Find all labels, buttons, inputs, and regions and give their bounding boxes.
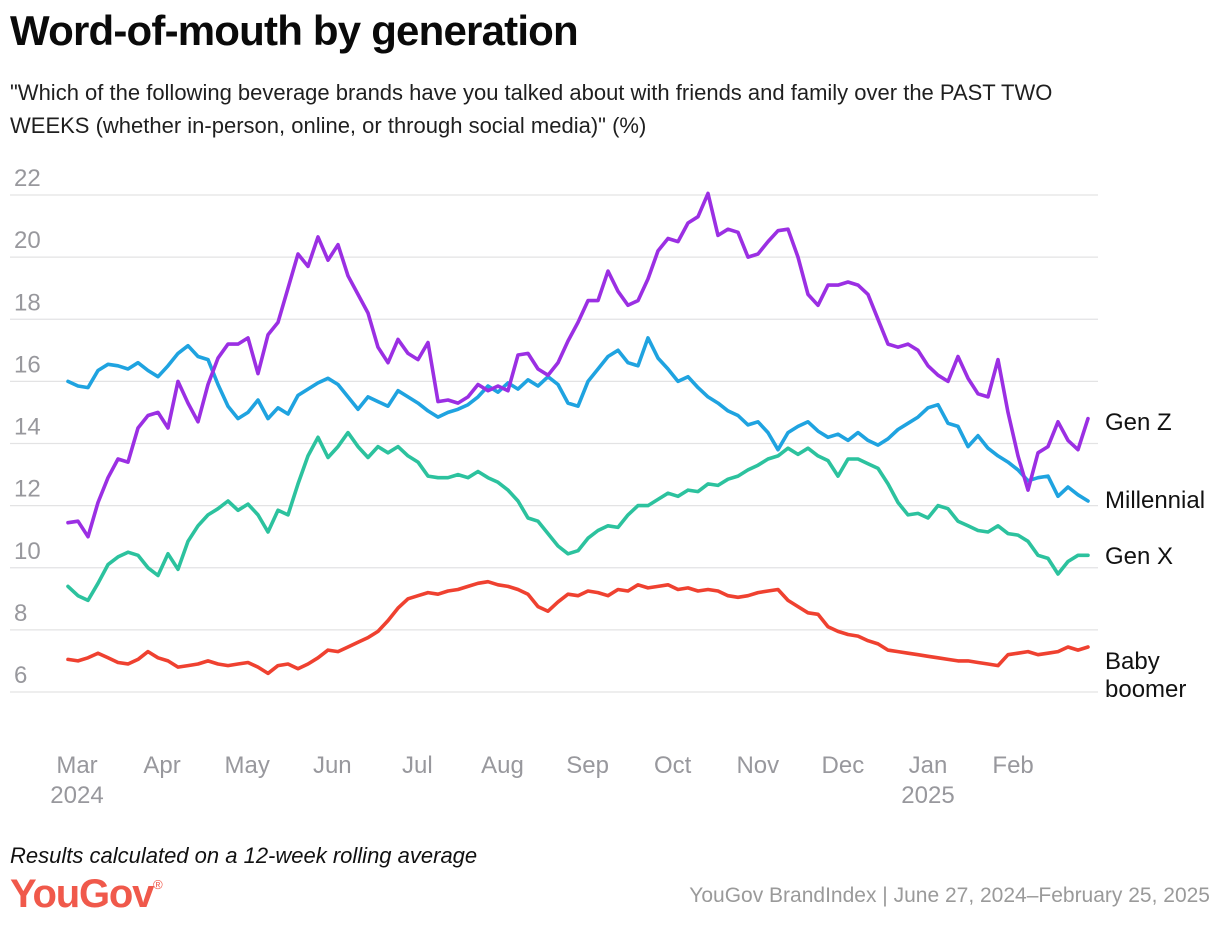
series-label-millennial: Millennial (1105, 487, 1206, 514)
x-tick-label-jan: Jan (909, 752, 948, 779)
x-tick-label-mar: Mar (56, 752, 97, 779)
source-attribution: YouGov BrandIndex | June 27, 2024–Februa… (689, 884, 1210, 907)
x-tick-label-jul: Jul (402, 752, 433, 779)
series-line-millennial (66, 336, 1090, 503)
x-tick-label-nov: Nov (736, 752, 779, 779)
y-tick-label-6: 6 (14, 662, 27, 689)
x-tick-label-dec: Dec (822, 752, 865, 779)
subtitle-line-1: "Which of the following beverage brands … (10, 80, 1053, 105)
yougov-logo-text: YouGov (10, 872, 154, 916)
x-tick-label-jun: Jun (313, 752, 352, 779)
yougov-logo: YouGov® (10, 872, 163, 917)
series-line-baby-boomer (66, 579, 1090, 676)
page-title: Word-of-mouth by generation (10, 7, 579, 54)
y-tick-label-18: 18 (14, 289, 41, 316)
subtitle-line-2: WEEKS (whether in-person, online, or thr… (10, 113, 647, 138)
series-label-baby-boomer: Baby boomer (1105, 648, 1187, 703)
y-tick-label-14: 14 (14, 414, 41, 441)
y-tick-label-10: 10 (14, 538, 41, 565)
methodology-note: Results calculated on a 12-week rolling … (10, 843, 478, 868)
x-tick-sublabel-2025: 2025 (901, 782, 954, 809)
series-line-gen-x (66, 430, 1090, 603)
y-tick-label-22: 22 (14, 165, 41, 192)
series-line-gen-z (66, 191, 1090, 539)
x-tick-label-sep: Sep (566, 752, 609, 779)
x-tick-label-feb: Feb (992, 752, 1033, 779)
chart-subtitle: "Which of the following beverage brands … (10, 76, 1052, 142)
y-tick-label-16: 16 (14, 351, 41, 378)
x-tick-sublabel-2024: 2024 (50, 782, 103, 809)
x-tick-label-oct: Oct (654, 752, 692, 779)
series-label-gen-z: Gen Z (1105, 409, 1172, 436)
series-label-gen-x: Gen X (1105, 543, 1174, 570)
x-tick-label-may: May (225, 752, 270, 779)
y-tick-label-12: 12 (14, 476, 41, 503)
y-tick-label-8: 8 (14, 600, 27, 627)
x-tick-label-apr: Apr (143, 752, 180, 779)
y-tick-label-20: 20 (14, 227, 41, 254)
x-tick-label-aug: Aug (481, 752, 524, 779)
registered-trademark-icon: ® (153, 877, 163, 892)
